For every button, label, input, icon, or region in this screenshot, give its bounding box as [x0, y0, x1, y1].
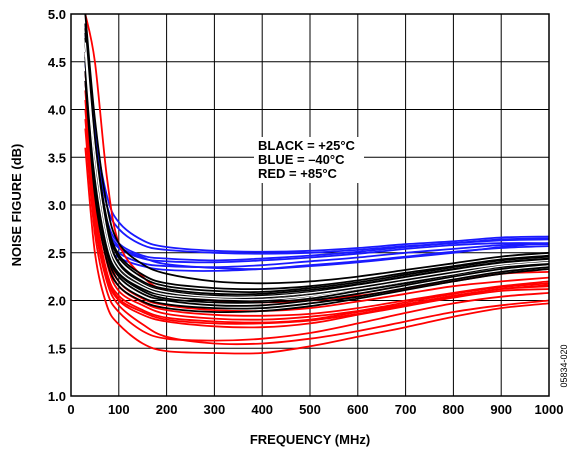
x-tick-label: 1000 [535, 402, 564, 417]
x-tick-label: 200 [156, 402, 178, 417]
series-line-black-23 [84, 14, 549, 285]
x-tick-label: 700 [395, 402, 417, 417]
series-line-red-7 [84, 119, 549, 346]
y-tick-label: 3.0 [48, 198, 66, 213]
x-tick-label: 600 [347, 402, 369, 417]
x-tick-label: 100 [108, 402, 130, 417]
y-tick-label: 2.5 [48, 246, 66, 261]
x-tick-label: 500 [299, 402, 321, 417]
x-tick-labels: 0 100 200 300 400 500 600 700 800 900 1000 [67, 402, 563, 417]
figure-code: 05834-020 [559, 344, 569, 387]
plot-frame [70, 13, 550, 397]
legend-line-black: BLACK = +25°C [258, 138, 356, 153]
series-line-black-28 [84, 56, 549, 304]
legend-line-red: RED = +85°C [258, 166, 338, 181]
x-tick-label: 400 [251, 402, 273, 417]
x-tick-label: 800 [443, 402, 465, 417]
series-layer [84, 14, 549, 355]
legend-box [254, 137, 364, 183]
y-tick-label: 3.5 [48, 150, 66, 165]
y-axis-title: NOISE FIGURE (dB) [9, 144, 24, 267]
series-line-red-16 [84, 128, 549, 342]
series-line-blue-5 [84, 23, 549, 253]
series-line-red-15 [84, 99, 549, 325]
legend-line-blue: BLUE = –40°C [258, 152, 345, 167]
y-tick-label: 5.0 [48, 7, 66, 22]
series-line-red-9 [84, 71, 549, 317]
y-tick-label: 1.0 [48, 389, 66, 404]
series-line-black-25 [84, 80, 549, 314]
x-tick-label: 300 [204, 402, 226, 417]
x-tick-label: 0 [67, 402, 74, 417]
y-tick-label: 2.0 [48, 294, 66, 309]
series-line-black-22 [84, 71, 549, 310]
series-line-red-10 [84, 147, 549, 355]
series-line-white-29 [84, 52, 549, 301]
y-tick-label: 1.5 [48, 341, 66, 356]
y-tick-label: 4.5 [48, 55, 66, 70]
series-line-white-30 [84, 42, 549, 298]
y-tick-label: 4.0 [48, 103, 66, 118]
y-tick-labels: 1.0 1.5 2.0 2.5 3.0 3.5 4.0 4.5 5.0 [48, 7, 66, 404]
x-tick-label: 900 [490, 402, 512, 417]
x-axis-title: FREQUENCY (MHz) [250, 432, 370, 447]
series-line-black-27 [84, 28, 549, 293]
